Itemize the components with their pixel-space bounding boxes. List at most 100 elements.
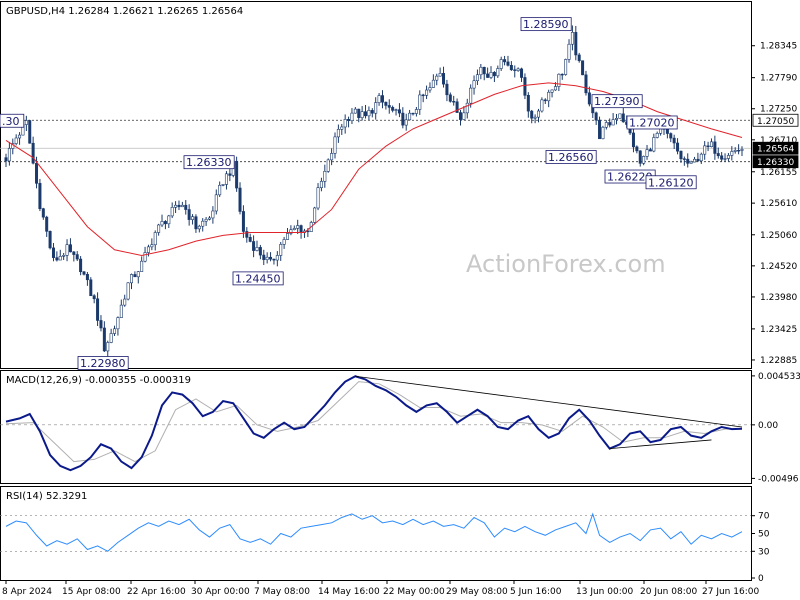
price-bar-body xyxy=(38,183,42,209)
rsi-series xyxy=(5,512,743,552)
price-bar-body xyxy=(458,112,462,120)
price-bar-body xyxy=(547,91,551,102)
macd-axis-label: 0.00 xyxy=(758,421,778,431)
price-bar-body xyxy=(82,271,86,275)
price-bar-body xyxy=(737,150,741,152)
price-bar-body xyxy=(567,43,571,60)
price-bar-body xyxy=(557,73,561,87)
time-axis-label: 22 Apr 16:00 xyxy=(127,587,186,597)
price-bar-body xyxy=(367,110,371,117)
price-bar-body xyxy=(598,119,602,140)
price-bar-body xyxy=(411,112,415,115)
price-bar-body xyxy=(425,89,429,96)
price-bar-body xyxy=(540,99,544,112)
price-bar-body xyxy=(645,149,649,157)
price-bar-body xyxy=(482,66,486,75)
price-annotation-label: 1.26220 xyxy=(607,171,653,184)
time-axis-label: 20 Jun 08:00 xyxy=(640,587,697,597)
price-bar-body xyxy=(282,239,286,245)
price-bar-body xyxy=(68,244,72,253)
price-bar-body xyxy=(174,204,178,208)
price-bar-body xyxy=(570,32,574,45)
macd-trendline xyxy=(355,375,743,428)
price-bar-body xyxy=(204,218,208,222)
price-bar-body xyxy=(438,73,442,77)
price-bar-body xyxy=(106,342,110,352)
time-axis-label: 29 May 08:00 xyxy=(446,587,508,597)
price-bar-body xyxy=(143,252,147,262)
price-bar-body xyxy=(163,221,167,225)
price-bar-body xyxy=(621,113,625,123)
price-bar-body xyxy=(296,225,300,229)
price-bar-body xyxy=(35,162,39,184)
price-bar-body xyxy=(401,112,405,126)
price-bar-body xyxy=(279,244,283,256)
price-bar-body xyxy=(275,255,279,261)
price-bar-body xyxy=(713,141,717,154)
price-bar-body xyxy=(184,204,188,210)
price-bar-body xyxy=(384,101,388,106)
price-annotation-box xyxy=(545,150,597,164)
price-bar-body xyxy=(693,158,697,163)
price-bar-body xyxy=(286,233,290,240)
price-bar-body xyxy=(499,59,503,69)
price-bar-body xyxy=(523,77,527,96)
price-bar-body xyxy=(180,204,184,208)
price-bar-body xyxy=(146,246,150,253)
macd-axis-label: -0.00496 xyxy=(758,474,799,484)
price-annotation-box xyxy=(77,356,129,370)
price-bar-body xyxy=(333,136,337,154)
price-bar-body xyxy=(638,150,642,164)
macd-panel-title: MACD(12,26,9) -0.000355 -0.000319 xyxy=(6,375,191,386)
price-axis-label: 1.25060 xyxy=(760,231,797,241)
price-bar-body xyxy=(652,137,656,152)
macd-trendline xyxy=(609,439,712,449)
price-tags: 1.27050 1.26564 1.26330 xyxy=(752,113,799,168)
price-bar-body xyxy=(665,128,669,134)
rsi-axis-label: 70 xyxy=(758,512,770,522)
price-bar-body xyxy=(720,155,724,160)
price-annotation-label: 1.27390 xyxy=(594,95,640,108)
price-bar-body xyxy=(7,148,11,162)
price-bar-body xyxy=(445,83,449,96)
price-panel-title: GBPUSD,H4 1.26284 1.26621 1.26265 1.2656… xyxy=(6,6,243,17)
price-bar-body xyxy=(601,126,605,140)
price-bar-body xyxy=(516,68,520,71)
price-annotation-box xyxy=(645,175,697,190)
price-annotation-label: 1.28590 xyxy=(523,18,569,31)
price-bar-body xyxy=(85,274,89,281)
price-bar-body xyxy=(672,137,676,144)
time-axis-label: 15 Apr 08:00 xyxy=(62,587,121,597)
price-bar-body xyxy=(62,255,66,257)
price-bar-body xyxy=(469,87,473,104)
price-bar-body xyxy=(289,229,293,234)
price-bar-body xyxy=(391,107,395,111)
price-bar-body xyxy=(676,142,680,152)
price-bar-body xyxy=(24,120,28,125)
price-bar-body xyxy=(133,274,137,278)
price-bar-body xyxy=(631,132,635,148)
rsi-axis-label: 30 xyxy=(758,547,770,557)
price-bar-body xyxy=(404,119,408,126)
price-bar-body xyxy=(594,112,598,121)
price-bar-body xyxy=(89,279,93,297)
rsi-axis-label: 0 xyxy=(758,574,764,584)
price-bar-body xyxy=(340,126,344,130)
price-bar-body xyxy=(364,111,368,117)
price-axis-label: 1.26155 xyxy=(760,168,797,178)
price-axis-label: 1.28345 xyxy=(760,42,797,52)
price-bar-body xyxy=(187,209,191,220)
price-bar-body xyxy=(408,112,412,121)
price-annotation-box xyxy=(232,271,284,286)
price-bar-body xyxy=(224,173,228,185)
price-bar-body xyxy=(4,157,8,162)
price-bar-body xyxy=(113,328,117,334)
price-axis-label: 1.27790 xyxy=(760,74,797,84)
price-bar-body xyxy=(472,80,476,89)
price-bar-body xyxy=(394,109,398,111)
price-bar-body xyxy=(102,327,106,352)
price-bar-body xyxy=(72,251,76,255)
price-bar-body xyxy=(136,271,140,278)
price-bar-body xyxy=(350,112,354,122)
